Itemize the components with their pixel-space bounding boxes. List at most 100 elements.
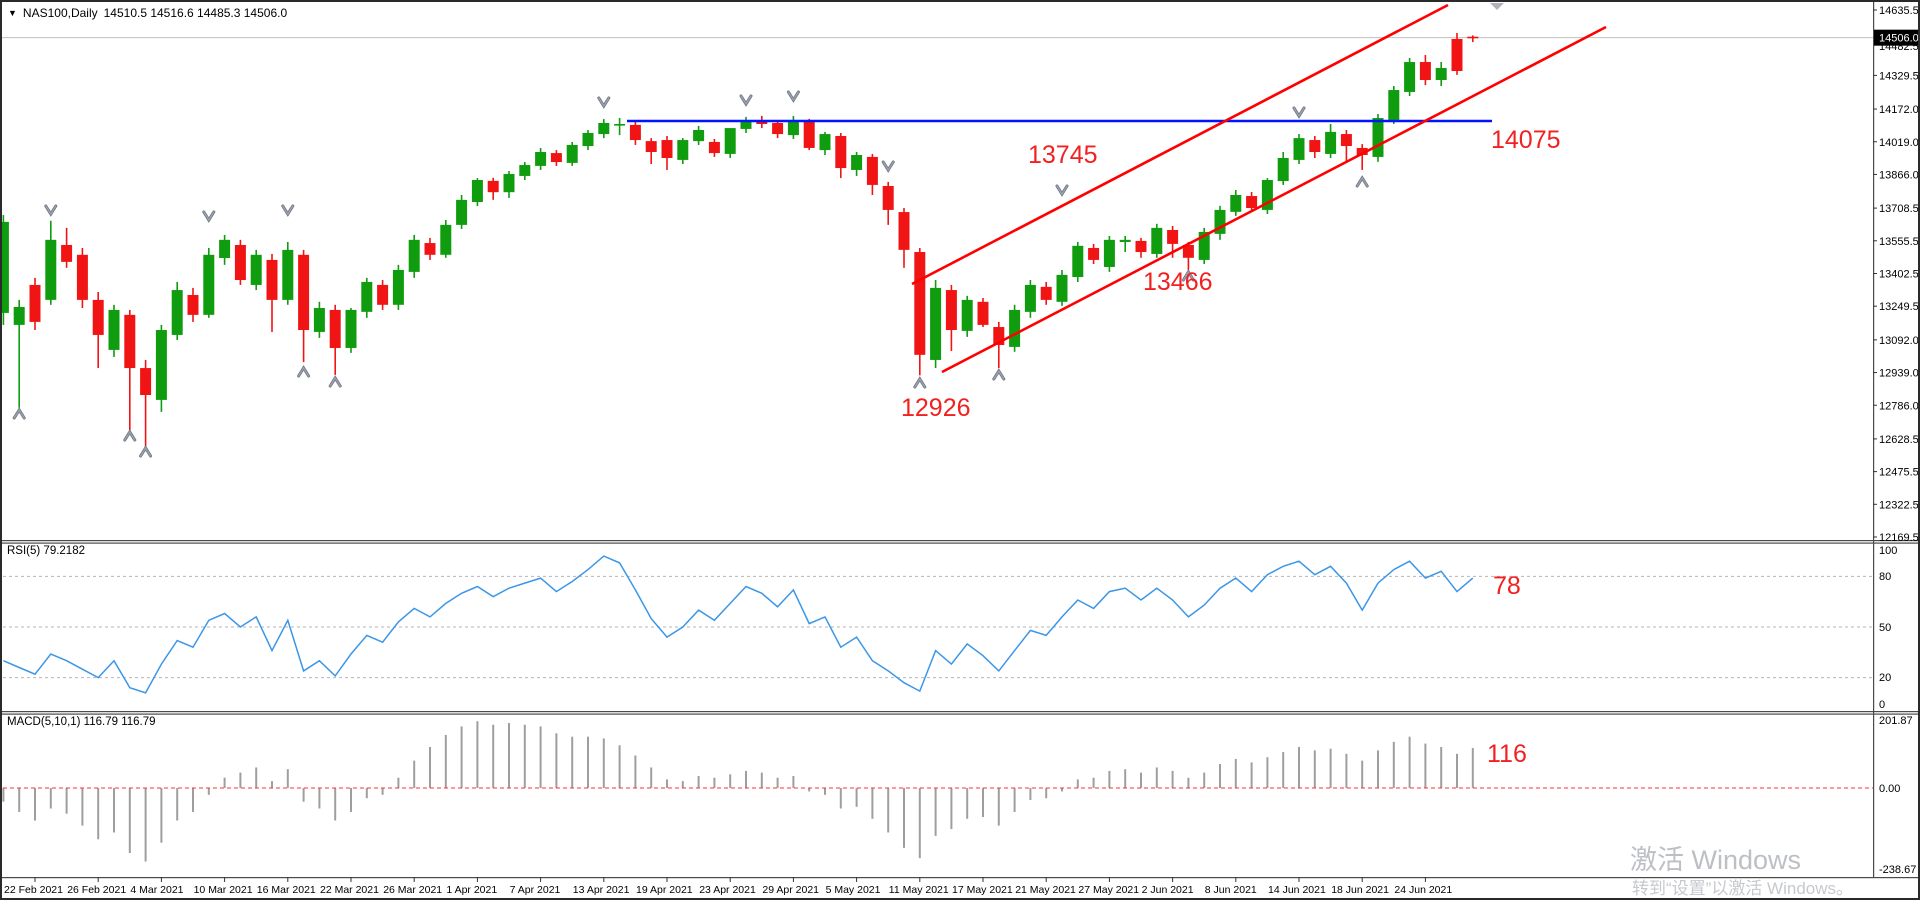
symbol-dropdown-icon[interactable]: ▼ — [8, 8, 17, 18]
candle-body — [124, 314, 136, 369]
candle-body — [740, 121, 752, 129]
date-label: 29 Apr 2021 — [762, 884, 819, 896]
date-label: 11 May 2021 — [889, 884, 949, 896]
candle-body — [819, 134, 831, 151]
candle-body — [598, 122, 610, 135]
candle-body — [1388, 90, 1400, 120]
candle-body — [313, 308, 325, 332]
price-tick-label: 12628.5 — [1879, 434, 1919, 446]
candle-body — [645, 141, 657, 153]
marker-highlight — [740, 95, 752, 106]
candle-body — [1214, 209, 1226, 234]
date-label: 4 Mar 2021 — [130, 884, 183, 896]
rsi-line — [3, 555, 1474, 694]
candle-body — [1467, 36, 1479, 39]
candle-body — [977, 301, 989, 325]
candle-body — [219, 239, 231, 259]
window-border-top — [0, 0, 1920, 2]
channel-lower-line[interactable] — [941, 25, 1607, 374]
candle-body — [503, 174, 515, 193]
candle-body — [1056, 274, 1068, 302]
ohlc-values: 14510.5 14516.6 14485.3 14506.0 — [103, 6, 288, 20]
candle-body — [1151, 227, 1163, 254]
price-tick-label: 12786.0 — [1879, 400, 1919, 412]
candle-body — [487, 180, 499, 193]
price-annotation: 13466 — [1143, 268, 1213, 296]
candle-body — [471, 180, 483, 203]
macd-axis-label: 201.87 — [1879, 715, 1913, 727]
candle-body — [1356, 147, 1368, 155]
date-label: 7 Apr 2021 — [510, 884, 561, 896]
candle-body — [945, 290, 957, 331]
price-annotation: 13745 — [1028, 141, 1098, 169]
price-tick-label: 13249.5 — [1879, 301, 1919, 313]
candle-body — [1198, 231, 1210, 260]
candle-body — [787, 119, 799, 136]
macd-axis-label: 0.00 — [1879, 783, 1900, 795]
candle-body — [1435, 68, 1447, 80]
candle-body — [550, 153, 562, 163]
date-label: 16 Mar 2021 — [257, 884, 316, 896]
chart-title-bar[interactable]: ▼ NAS100,Daily 14510.5 14516.6 14485.3 1… — [8, 6, 287, 20]
candle-body — [61, 244, 73, 262]
candle-body — [1167, 230, 1179, 244]
marker-highlight — [787, 91, 800, 102]
candle-body — [1246, 196, 1258, 208]
candle-body — [408, 239, 420, 272]
date-label: 26 Mar 2021 — [383, 884, 442, 896]
candle-body — [1230, 194, 1242, 212]
candle-body — [140, 368, 152, 395]
candle-body — [266, 259, 278, 300]
marker-highlight — [882, 161, 894, 172]
marker-highlight — [1056, 185, 1068, 196]
corner-triangle-marker — [1490, 3, 1504, 10]
marker-highlight — [1182, 270, 1195, 281]
candle-body — [108, 309, 120, 350]
price-axis-separator — [1873, 2, 1875, 877]
channel-upper-line[interactable] — [911, 3, 1449, 286]
date-label: 2 Jun 2021 — [1142, 884, 1194, 896]
candle-body — [677, 140, 689, 160]
date-label: 24 Jun 2021 — [1394, 884, 1452, 896]
rsi-axis-label: 0 — [1879, 699, 1885, 711]
marker-highlight — [45, 205, 57, 216]
marker-highlight — [297, 366, 310, 377]
candle-body — [92, 299, 104, 335]
candle-body — [29, 284, 41, 322]
candle-body — [1072, 245, 1084, 278]
candle-body — [1103, 239, 1115, 267]
date-label: 27 May 2021 — [1078, 884, 1139, 896]
candle-body — [835, 135, 847, 169]
candle-body — [1277, 157, 1289, 182]
marker-highlight — [329, 376, 341, 387]
candle-body — [1135, 240, 1147, 253]
candle-body — [361, 281, 373, 312]
candle-body — [756, 121, 768, 125]
candle-body — [1024, 284, 1036, 312]
price-tick-label: 14019.0 — [1879, 137, 1919, 149]
marker-highlight — [13, 408, 25, 419]
candle-body — [298, 254, 310, 331]
candle-body — [456, 199, 468, 225]
candle-body — [377, 284, 389, 305]
current-price-label: 14506.0 — [1879, 33, 1919, 45]
price-tick-label: 14635.5 — [1879, 5, 1919, 17]
date-label: 10 Mar 2021 — [194, 884, 253, 896]
rsi-axis-label: 20 — [1879, 672, 1891, 684]
candle-body — [661, 140, 673, 158]
macd-indicator-label: MACD(5,10,1) 116.79 116.79 — [7, 716, 156, 728]
marker-highlight — [203, 211, 215, 222]
candle-body — [614, 124, 626, 126]
marker-highlight — [914, 377, 926, 388]
candle-body — [724, 128, 736, 154]
candle-body — [76, 254, 88, 300]
candle-body — [1119, 239, 1131, 242]
price-tick-label: 14172.0 — [1879, 104, 1919, 116]
date-label: 22 Mar 2021 — [320, 884, 379, 896]
date-label: 22 Feb 2021 — [4, 884, 63, 896]
candle-body — [1340, 134, 1352, 147]
window-border-bottom — [0, 898, 1920, 900]
candle-body — [566, 144, 578, 163]
